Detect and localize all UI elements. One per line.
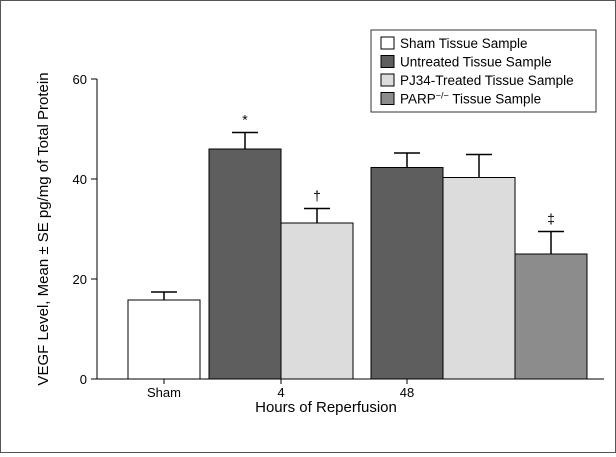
bar-s2-4	[280, 222, 354, 380]
y-tick-label-40: 40	[73, 172, 87, 187]
y-axis-title: VEGF Level, Mean ± SE pg/mg of Total Pro…	[35, 72, 52, 385]
legend-label-1: Untreated Tissue Sample	[400, 55, 552, 70]
x-tick-label-Sham: Sham	[147, 385, 181, 400]
legend-label-2: PJ34-Treated Tissue Sample	[400, 73, 574, 88]
legend-swatch-0	[380, 36, 395, 50]
legend-swatch-3	[380, 92, 395, 105]
x-tick-label-48: 48	[400, 385, 414, 400]
y-tick-label-60: 60	[73, 72, 87, 87]
x-axis-title: Hours of Reperfusion	[255, 399, 397, 416]
significance-marker-s3-48: ‡	[547, 211, 555, 227]
plot-area: * † ‡	[127, 112, 588, 380]
bar-s1-48	[370, 167, 444, 380]
bar-s3-48	[514, 253, 588, 380]
legend-label-0: Sham Tissue Sample	[400, 36, 528, 51]
bar-s2-48	[442, 177, 516, 380]
legend-label-3: PARP−/− Tissue Sample	[400, 91, 541, 107]
legend-box	[370, 29, 597, 113]
axes: Hours of Reperfusion VEGF Level, Mean ± …	[35, 72, 604, 416]
bar-s0-Sham	[127, 299, 201, 380]
legend-swatch-2	[380, 73, 395, 87]
y-tick-label-20: 20	[73, 272, 87, 287]
legend: Sham Tissue Sample Untreated Tissue Sampl…	[370, 29, 597, 113]
bar-s1-4	[208, 148, 282, 380]
significance-marker-s2-4: †	[313, 188, 321, 204]
legend-swatch-1	[380, 55, 395, 68]
y-tick-label-0: 0	[80, 372, 87, 387]
significance-marker-s1-4: *	[242, 112, 248, 128]
x-tick-label-4: 4	[277, 385, 284, 400]
